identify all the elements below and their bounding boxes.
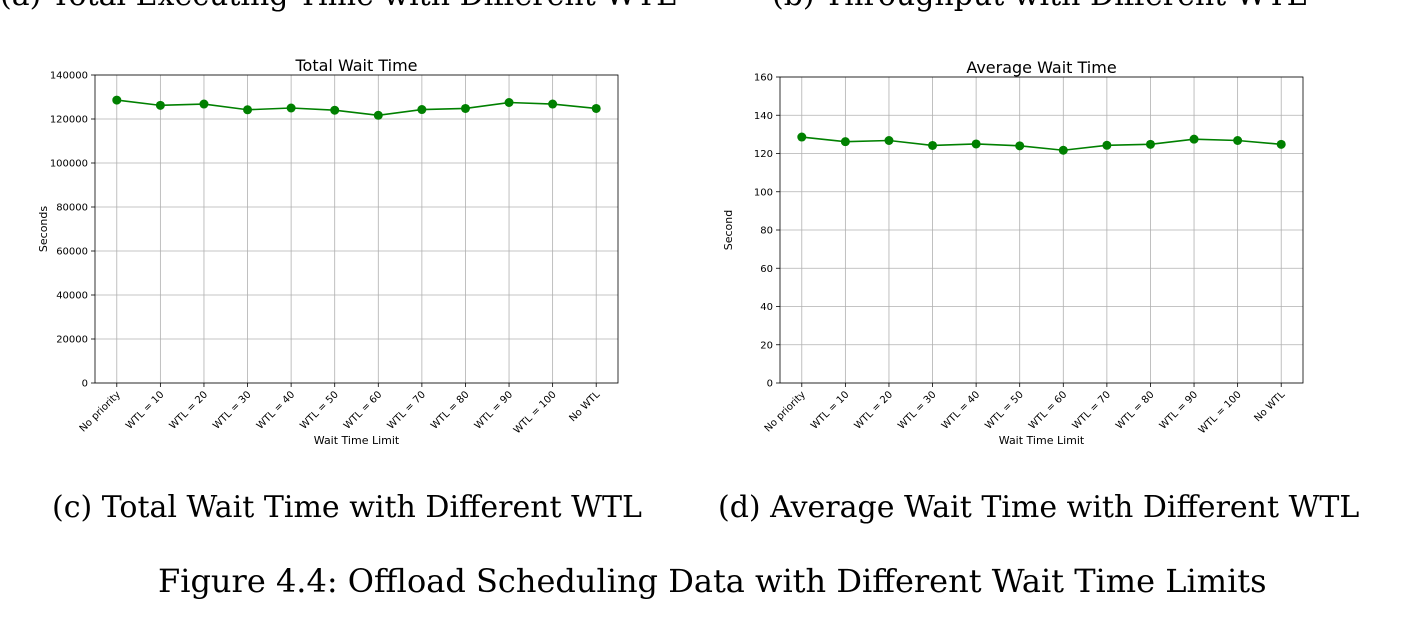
x-tick-label: WTL = 80 <box>429 389 471 431</box>
x-axis-label: Wait Time Limit <box>314 434 400 447</box>
data-point <box>243 105 253 115</box>
x-tick-label: WTL = 80 <box>1114 389 1156 431</box>
x-tick-label: WTL = 60 <box>342 389 384 431</box>
x-tick-label: No priority <box>78 389 123 434</box>
subfigure-caption-b: (b) Throughput with Different WTL <box>772 0 1307 13</box>
x-tick-label: No WTL <box>567 389 602 424</box>
data-point <box>1276 139 1286 149</box>
x-tick-label: WTL = 40 <box>940 389 982 431</box>
figure-caption: Figure 4.4: Offload Scheduling Data with… <box>158 562 1267 600</box>
y-axis-label: Second <box>722 210 735 250</box>
data-point <box>417 105 427 115</box>
x-tick-label: WTL = 100 <box>512 389 559 436</box>
y-tick-label: 20000 <box>56 335 88 346</box>
y-tick-label: 100000 <box>50 159 88 170</box>
y-tick-label: 160 <box>754 73 773 84</box>
data-point <box>591 103 601 113</box>
x-tick-label: WTL = 30 <box>211 389 253 431</box>
subfigure-caption-c: (c) Total Wait Time with Different WTL <box>52 490 642 525</box>
grid <box>780 76 1303 384</box>
x-tick-label: WTL = 70 <box>386 389 428 431</box>
chart-title: Average Wait Time <box>966 58 1116 77</box>
data-point <box>1015 141 1025 151</box>
x-axis-label: Wait Time Limit <box>999 434 1085 447</box>
x-tick-label: WTL = 90 <box>1158 389 1200 431</box>
y-tick-label: 120000 <box>50 115 88 126</box>
x-tick-label: WTL = 50 <box>298 389 340 431</box>
data-point <box>155 100 165 110</box>
x-tick-label: WTL = 50 <box>983 389 1025 431</box>
data-point <box>112 95 122 105</box>
data-point <box>373 110 383 120</box>
data-point <box>971 139 981 149</box>
data-point <box>1145 139 1155 149</box>
plot-frame <box>94 74 619 384</box>
y-tick-label: 140000 <box>50 71 88 82</box>
data-point <box>286 103 296 113</box>
x-tick-label: No WTL <box>1252 389 1287 424</box>
data-point <box>199 99 209 109</box>
chart-title: Total Wait Time <box>294 56 417 75</box>
series-line <box>116 99 597 117</box>
x-tick-label: WTL = 10 <box>809 389 851 431</box>
data-point <box>1102 140 1112 150</box>
data-point <box>1189 134 1199 144</box>
y-tick-label: 0 <box>82 379 88 390</box>
data-point <box>797 132 807 142</box>
x-tick-label: WTL = 60 <box>1027 389 1069 431</box>
y-tick-label: 120 <box>754 149 773 160</box>
data-point <box>840 137 850 147</box>
subfigure-caption-d: (d) Average Wait Time with Different WTL <box>718 490 1360 525</box>
data-point <box>928 140 938 150</box>
data-point <box>330 105 340 115</box>
x-tick-label: WTL = 100 <box>1197 389 1244 436</box>
x-tick-label: WTL = 20 <box>168 389 210 431</box>
y-tick-label: 40 <box>760 302 773 313</box>
data-point <box>504 98 514 107</box>
y-tick-label: 20 <box>760 340 773 351</box>
y-tick-label: 80 <box>760 226 773 237</box>
y-tick-label: 60000 <box>56 247 88 258</box>
y-tick-label: 80000 <box>56 203 88 214</box>
y-tick-label: 0 <box>767 379 773 390</box>
x-tick-label: WTL = 90 <box>473 389 515 431</box>
data-point <box>884 135 894 145</box>
data-point <box>1058 145 1068 155</box>
y-tick-label: 60 <box>760 264 773 275</box>
y-tick-label: 140 <box>754 111 773 122</box>
chart-total-wait-time: 0 20000 40000 60000 80000 100000 120000 140000 N… <box>37 56 619 447</box>
data-point <box>548 99 558 109</box>
x-tick-label: No priority <box>763 389 808 434</box>
series-line <box>801 136 1282 152</box>
y-tick-label: 40000 <box>56 291 88 302</box>
y-tick-label: 100 <box>754 187 773 198</box>
x-tick-label: WTL = 10 <box>124 389 166 431</box>
subfigure-caption-a: (a) Total Executing Time with Different … <box>0 0 676 13</box>
x-tick-label: WTL = 70 <box>1071 389 1113 431</box>
y-axis-label: Seconds <box>37 206 50 252</box>
grid <box>95 74 618 384</box>
x-tick-label: WTL = 30 <box>896 389 938 431</box>
x-tick-label: WTL = 20 <box>853 389 895 431</box>
x-tick-label: WTL = 40 <box>255 389 297 431</box>
data-point <box>1233 135 1243 145</box>
data-point <box>460 103 470 113</box>
